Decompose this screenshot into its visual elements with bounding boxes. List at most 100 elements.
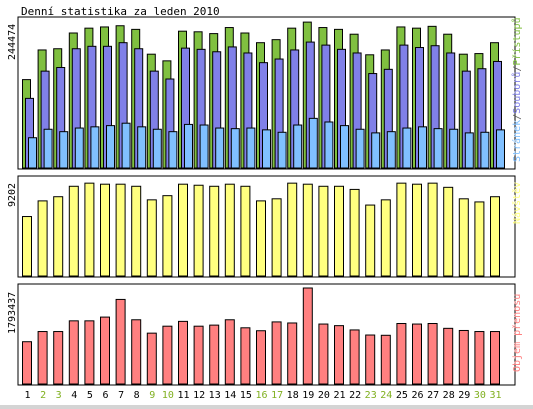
legend-pages: Stránek (511, 120, 523, 162)
bar-pages (59, 131, 69, 169)
bar-pages (137, 126, 147, 169)
y-max-label-hits: 244474 (7, 24, 18, 60)
bar-visits (302, 183, 313, 277)
bar-visits (427, 182, 438, 277)
bar-visits (271, 198, 282, 277)
bar-transfer (240, 327, 251, 385)
bar-pages (28, 137, 37, 169)
bar-pages (168, 131, 178, 169)
legend-visits: Návštěv (511, 182, 523, 224)
x-tick-label: 2 (40, 390, 46, 401)
bar-pages (106, 125, 115, 169)
bar-transfer (396, 323, 407, 385)
bar-pages (215, 127, 225, 169)
x-tick-label: 29 (458, 390, 470, 401)
bar-transfer (68, 320, 79, 385)
bar-pages (340, 125, 349, 169)
x-axis-day-labels: 1 2 3 4 5 6 7 8 9 10 11 12 13 14 15 16 17 18 19 20 21 22 23 24 2… (24, 390, 501, 401)
bar-pages (246, 127, 256, 169)
x-tick-label: 22 (349, 390, 361, 401)
bar-pages (230, 128, 240, 169)
bar-visits (458, 198, 469, 277)
bar-transfer (53, 331, 64, 385)
bar-transfer (162, 325, 173, 385)
bar-pages (184, 123, 193, 169)
bar-visits (240, 185, 251, 277)
bar-transfer (131, 319, 142, 385)
y-max-label-transfer: 1793437 (7, 292, 18, 334)
bar-pages (496, 129, 505, 169)
x-tick-label: 23 (365, 390, 377, 401)
bar-pages (262, 129, 271, 169)
bar-transfer (334, 325, 344, 385)
x-tick-label: 30 (474, 390, 486, 401)
bar-visits (287, 182, 298, 277)
x-tick-label: 28 (443, 390, 455, 401)
x-tick-label: 14 (224, 390, 236, 401)
x-tick-label: 11 (177, 390, 189, 401)
x-tick-label: 31 (489, 390, 501, 401)
x-tick-label: 17 (271, 390, 283, 401)
legend-hits: Přístupů (511, 17, 523, 65)
bar-pages (371, 132, 381, 169)
bar-transfer (349, 329, 360, 385)
bar-transfer (318, 323, 329, 385)
bar-transfer (178, 320, 188, 385)
bar-transfer (427, 323, 438, 385)
bar-transfer (302, 287, 313, 385)
panel-hits-files-pages (17, 16, 516, 170)
bar-visits (396, 182, 407, 277)
bar-transfer (490, 331, 500, 385)
bar-transfer (365, 334, 376, 385)
bar-visits (131, 185, 142, 277)
bar-transfer (209, 324, 220, 385)
x-tick-label: 27 (427, 390, 439, 401)
x-tick-label: 7 (118, 390, 124, 401)
legend-transfer: Objem přenosu (511, 294, 523, 372)
x-tick-label: 1 (24, 390, 30, 401)
bar-pages (277, 131, 287, 169)
bar-transfer (37, 331, 48, 385)
bar-transfer (271, 321, 282, 385)
bar-visits (318, 185, 329, 277)
bar-transfer (380, 334, 391, 385)
bars-transfer (22, 287, 500, 385)
x-tick-label: 3 (56, 390, 62, 401)
bar-transfer (224, 319, 235, 385)
bar-visits (412, 183, 422, 277)
x-tick-label: 13 (209, 390, 221, 401)
bar-transfer (287, 322, 298, 385)
bar-transfer (100, 316, 110, 385)
legend-files: Souborů (511, 72, 523, 114)
x-tick-label: 5 (87, 390, 93, 401)
bar-pages (480, 131, 490, 169)
bar-pages (418, 126, 427, 169)
panel-transfer (17, 283, 516, 386)
bar-pages (74, 127, 84, 169)
bar-visits (256, 200, 266, 277)
bar-pages (402, 127, 412, 169)
bar-transfer (256, 330, 266, 385)
bar-visits (365, 204, 376, 277)
bar-transfer (412, 323, 422, 385)
x-tick-label: 26 (411, 390, 423, 401)
x-tick-label: 21 (333, 390, 345, 401)
y-max-label-visits: 9202 (7, 183, 18, 207)
x-tick-label: 25 (396, 390, 408, 401)
bar-visits (68, 185, 79, 277)
x-tick-label: 19 (302, 390, 314, 401)
x-tick-label: 15 (240, 390, 252, 401)
bar-transfer (22, 341, 32, 385)
bar-visits (380, 199, 391, 277)
bar-transfer (115, 298, 126, 385)
bar-pages (355, 128, 365, 169)
bars-visits (22, 182, 500, 277)
bar-visits (490, 196, 500, 277)
bars-hits-files-pages (22, 21, 505, 169)
bar-pages (293, 124, 303, 169)
x-tick-label: 16 (255, 390, 267, 401)
x-tick-label: 18 (287, 390, 299, 401)
bar-pages (152, 128, 162, 169)
x-tick-label: 4 (71, 390, 77, 401)
chart-title: Denní statistika za leden 2010 (21, 5, 220, 18)
